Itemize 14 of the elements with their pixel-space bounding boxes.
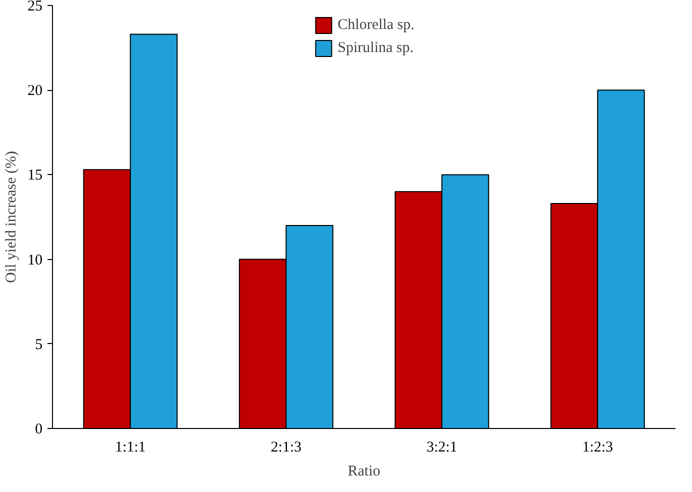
x-tick-label: 3:2:1 xyxy=(426,440,458,456)
y-tick-label: 25 xyxy=(28,0,42,14)
y-tick-label: 20 xyxy=(28,83,42,100)
y-tick-label: 5 xyxy=(35,336,42,353)
legend-label: Spirulina sp. xyxy=(338,40,414,56)
x-tick-label: 1:1:1 xyxy=(114,440,146,456)
legend-label: Chlorella sp. xyxy=(338,16,414,34)
x-axis-title: Ratio xyxy=(348,464,380,480)
x-tick-label: 2:1:3 xyxy=(270,440,302,456)
y-tick-label: 15 xyxy=(28,168,42,184)
y-tick-label: 10 xyxy=(28,252,42,268)
x-tick-label: 1:2:3 xyxy=(582,440,614,456)
y-tick-label: 0 xyxy=(35,422,42,438)
y-axis-title: Oil yield increase (%) xyxy=(4,150,20,284)
